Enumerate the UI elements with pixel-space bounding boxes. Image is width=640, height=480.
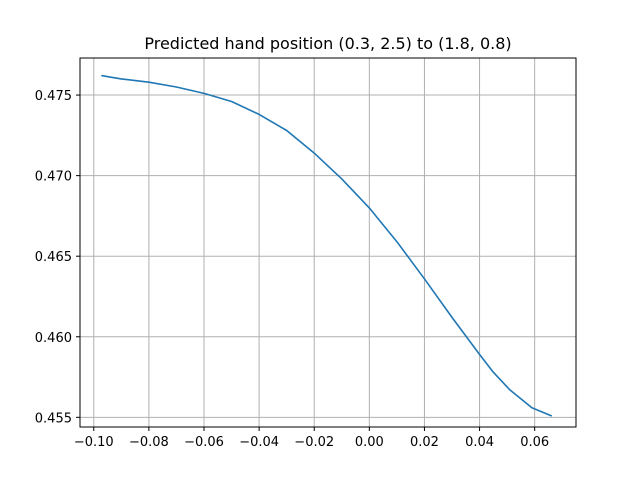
x-tick-label: 0.00 (355, 435, 384, 450)
y-tick-label: 0.470 (35, 170, 72, 185)
x-tick-label: 0.04 (465, 435, 494, 450)
x-tick-label: −0.08 (129, 435, 169, 450)
plot-area-frame (79, 57, 577, 428)
y-tick-label: 0.475 (35, 89, 72, 104)
x-tick-label: 0.02 (410, 435, 439, 450)
chart-title: Predicted hand position (0.3, 2.5) to (1… (144, 34, 511, 53)
y-tick-label: 0.465 (35, 250, 72, 265)
x-tick-label: −0.02 (294, 435, 334, 450)
x-tick-label: −0.06 (184, 435, 224, 450)
x-tick-label: 0.06 (520, 435, 549, 450)
y-tick-label: 0.455 (35, 411, 72, 426)
x-tick-label: −0.04 (239, 435, 279, 450)
grid-lines (80, 58, 576, 427)
series-line (101, 74, 553, 417)
x-tick-label: −0.10 (74, 435, 114, 450)
axis-layer: −0.10 −0.08 −0.06 −0.04 −0.02 0.00 0.02 0.04 0.0… (35, 89, 549, 450)
y-tick-label: 0.460 (35, 331, 72, 346)
series-layer (101, 74, 553, 417)
